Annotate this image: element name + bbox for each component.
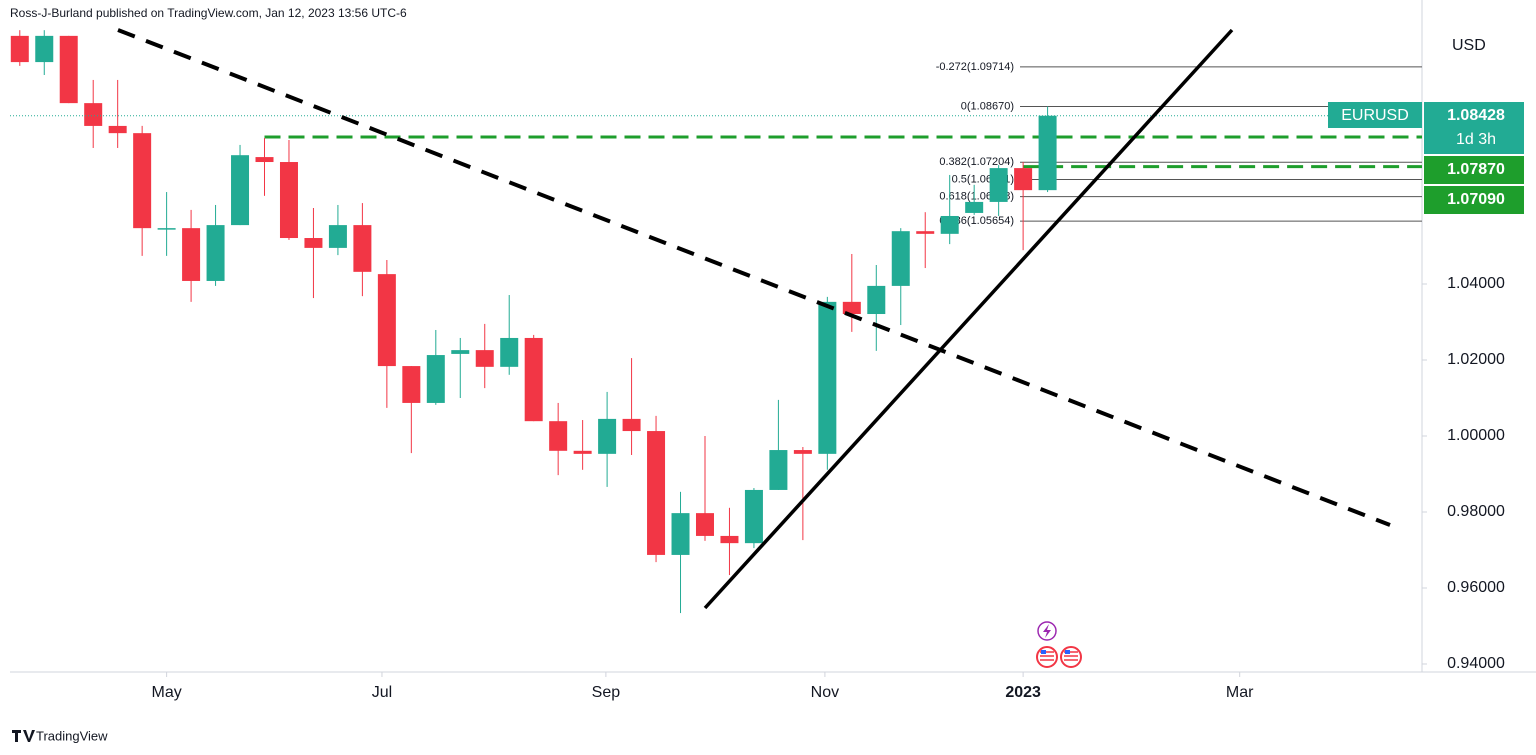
candle-body — [1038, 115, 1057, 191]
fib-label: -0.272(1.09714) — [936, 61, 1014, 73]
candle-body — [35, 35, 54, 63]
candle-body — [328, 225, 347, 248]
candle-body — [891, 231, 910, 286]
candle-body — [353, 225, 372, 272]
us-flag[interactable] — [1036, 646, 1058, 668]
candle-body — [451, 350, 470, 354]
candle-body — [524, 337, 543, 422]
candle-body — [304, 238, 323, 248]
x-tick-label: Mar — [1226, 684, 1254, 701]
x-tick-label: Nov — [811, 684, 839, 701]
symbol-label: EURUSD — [1341, 107, 1409, 124]
candle-body — [10, 35, 29, 63]
plot: -0.272(1.09714)0(1.08670)0.382(1.07204)0… — [10, 30, 1422, 614]
candle-body — [720, 535, 739, 544]
level-box — [1424, 156, 1524, 184]
brand: TradingView — [36, 728, 108, 743]
flag-canton — [1041, 650, 1046, 654]
candle-body — [867, 285, 886, 315]
candle-body — [842, 301, 861, 315]
y-tick-label: 0.96000 — [1447, 579, 1505, 596]
x-tick-label: Sep — [592, 684, 621, 701]
candle-body — [573, 450, 592, 454]
candle-body — [549, 421, 568, 451]
level-label: 1.07870 — [1447, 161, 1505, 178]
candle-body — [647, 431, 666, 555]
candle-body — [377, 274, 396, 367]
candle-body — [279, 162, 298, 239]
price-box — [1424, 102, 1524, 154]
candle-body — [916, 231, 935, 234]
candle-body — [133, 133, 152, 229]
candle-body — [426, 355, 445, 403]
y-tick-label: 1.02000 — [1447, 351, 1505, 368]
candle-body — [818, 301, 837, 454]
downtrend-line — [117, 28, 1391, 527]
candle-body — [989, 168, 1008, 202]
last-price: 1.08428 — [1447, 107, 1505, 124]
candle-body — [402, 366, 421, 403]
candle-body — [108, 125, 127, 134]
candle-body — [84, 103, 103, 126]
flag-canton — [1065, 650, 1070, 654]
fib-label: 0(1.08670) — [961, 100, 1014, 112]
x-tick-label: 2023 — [1005, 684, 1041, 701]
y-tick-label: 1.04000 — [1447, 275, 1505, 292]
y-tick-label: 0.98000 — [1447, 503, 1505, 520]
candle-body — [695, 513, 714, 536]
x-tick-label: Jul — [372, 684, 392, 701]
candle-body — [598, 418, 617, 454]
candle-body — [744, 489, 763, 544]
currency: USD — [1452, 37, 1486, 54]
candle-body — [231, 155, 250, 226]
lightning — [1043, 624, 1051, 638]
candle-body — [182, 228, 201, 281]
candle-body — [255, 157, 274, 163]
uptrend-line — [703, 28, 1234, 610]
candle-body — [500, 337, 519, 367]
symbol-box — [1328, 102, 1422, 128]
y-tick-label: 0.94000 — [1447, 655, 1505, 672]
axis: 1.04000 1.02000 1.00000 0.98000 0.96000 0.940… — [151, 102, 1524, 701]
candle-body — [1014, 168, 1033, 191]
countdown: 1d 3h — [1456, 131, 1496, 148]
candle-body — [940, 215, 959, 234]
tv-logo — [12, 730, 35, 742]
y-tick-label: 1.00000 — [1447, 427, 1505, 444]
candle-body — [622, 418, 641, 432]
candle-body — [59, 35, 78, 104]
level-box — [1424, 186, 1524, 214]
flag-stripes — [1040, 651, 1078, 661]
candle-body — [157, 228, 176, 230]
fib-label: 0.382(1.07204) — [939, 156, 1014, 168]
candle-body — [671, 513, 690, 555]
candle-body — [769, 450, 788, 490]
us-flag[interactable] — [1060, 646, 1082, 668]
candle-body — [965, 201, 984, 213]
candle-body — [793, 450, 812, 454]
level-label: 1.07090 — [1447, 191, 1505, 208]
candle-body — [206, 225, 225, 281]
x-tick-label: May — [151, 684, 181, 701]
header: Ross-J-Burland published on TradingView.… — [10, 6, 407, 20]
candle-body — [475, 350, 494, 367]
